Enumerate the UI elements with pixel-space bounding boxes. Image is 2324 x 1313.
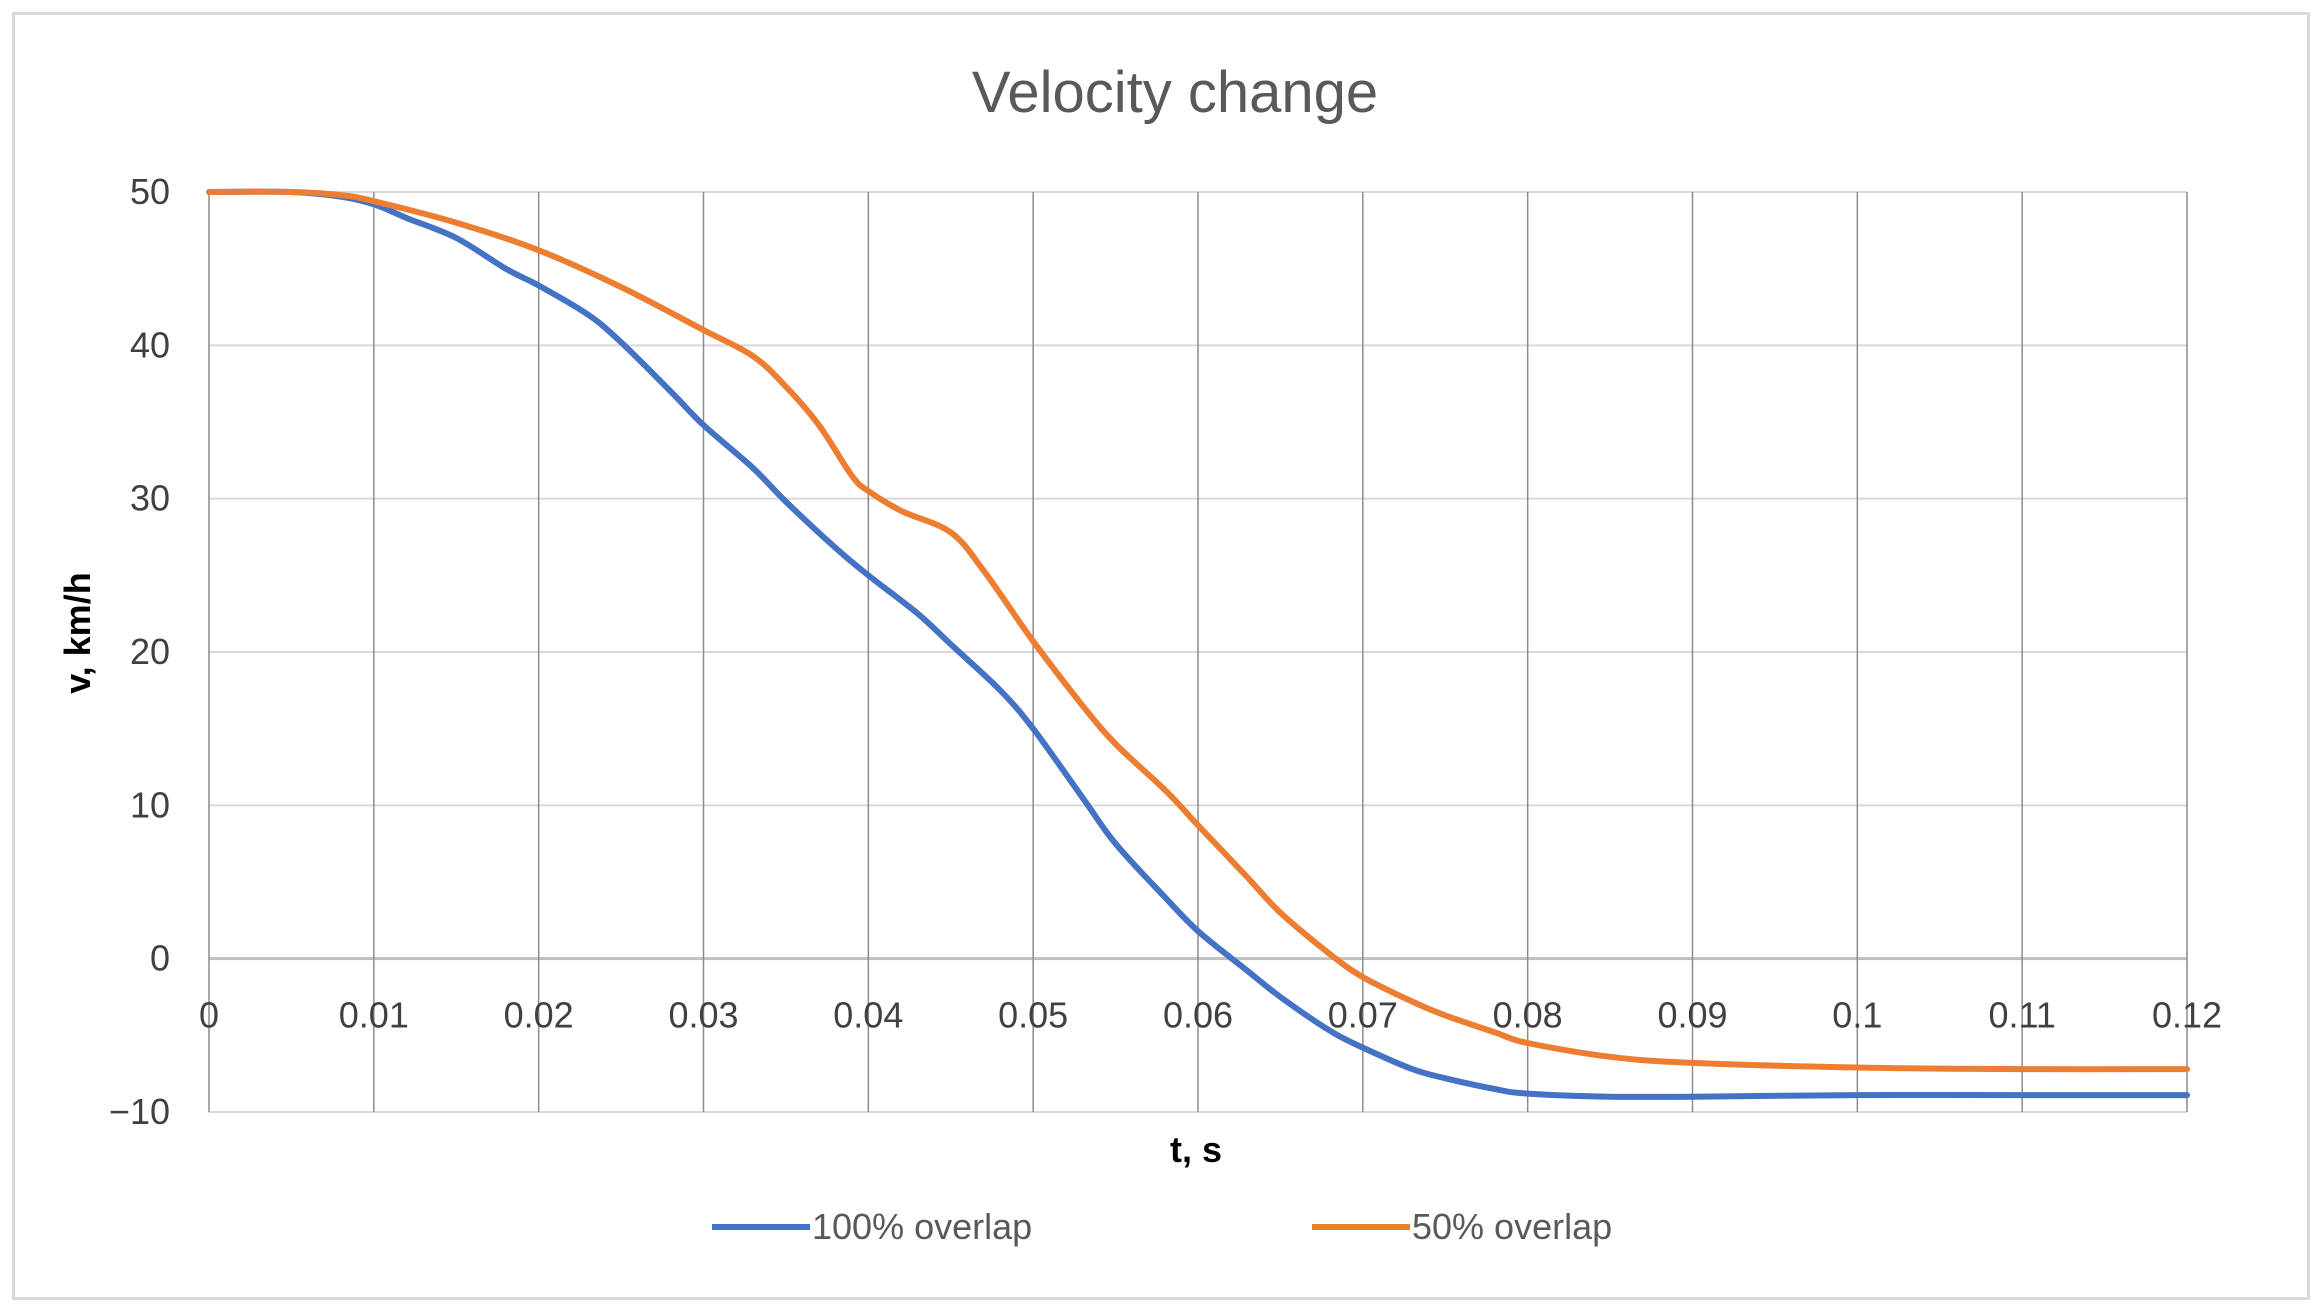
x-axis-title: t, s [1170, 1129, 1222, 1170]
y-tick-label: −10 [109, 1091, 170, 1132]
x-tick-label: 0.11 [1988, 995, 2055, 1036]
x-tick-label: 0.02 [504, 995, 574, 1036]
x-tick-label: 0 [199, 995, 219, 1036]
y-tick-label: 40 [130, 324, 170, 365]
legend: 100% overlap 50% overlap [712, 1206, 1612, 1247]
x-tick-label: 0.08 [1493, 995, 1563, 1036]
x-tick-label: 0.07 [1328, 995, 1398, 1036]
tick-labels: 50 40 30 20 10 0 −10 0 0.01 0.02 0.03 0.04 0.05 0.06 0… [109, 171, 2222, 1132]
series-lines [206, 188, 2190, 1100]
y-tick-label: 10 [130, 784, 170, 825]
y-tick-label: 50 [130, 171, 170, 212]
grid [208, 191, 2188, 1113]
series-line-50-overlap [206, 188, 2190, 1073]
series-line-100-overlap [206, 188, 2190, 1100]
x-tick-label: 0.01 [339, 995, 409, 1036]
x-tick-label: 0.1 [1832, 995, 1882, 1036]
chart-frame [12, 12, 2310, 1300]
x-tick-label: 0.06 [1163, 995, 1233, 1036]
legend-label: 100% overlap [812, 1206, 1032, 1247]
x-tick-label: 0.04 [833, 995, 903, 1036]
x-tick-label: 0.05 [998, 995, 1068, 1036]
x-tick-label: 0.09 [1657, 995, 1727, 1036]
y-tick-label: 30 [130, 478, 170, 519]
legend-label: 50% overlap [1412, 1206, 1612, 1247]
y-axis-title: v, km/h [57, 572, 98, 693]
chart-title: Velocity change [972, 60, 1378, 125]
y-tick-label: 20 [130, 631, 170, 672]
x-tick-label: 0.12 [2152, 995, 2222, 1036]
x-tick-label: 0.03 [668, 995, 738, 1036]
y-tick-label: 0 [150, 938, 170, 979]
